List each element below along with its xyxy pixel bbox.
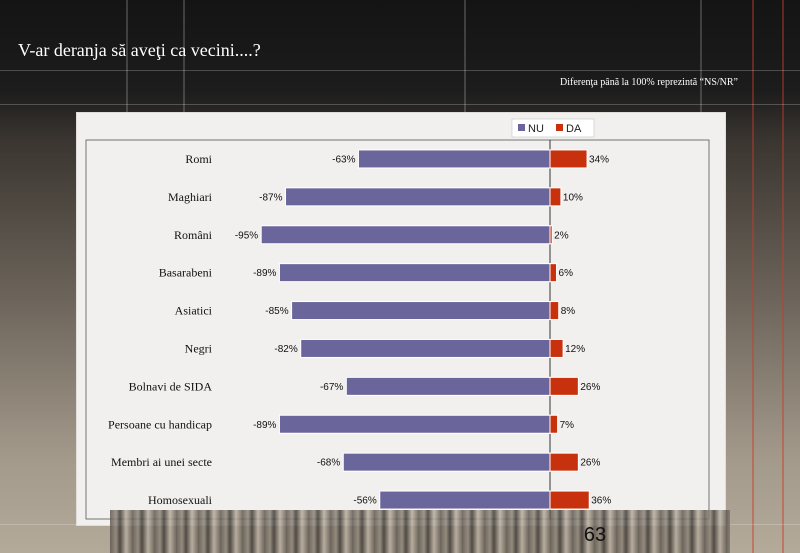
value-label-nu: -68% <box>317 458 340 469</box>
category-label: Bolnavi de SIDA <box>129 379 213 393</box>
chart-bars <box>260 149 590 510</box>
bar-da <box>549 149 588 169</box>
value-label-nu: -82% <box>274 344 297 355</box>
value-label-da: 6% <box>559 268 574 279</box>
category-label: Persoane cu handicap <box>108 417 212 431</box>
value-label-da: 8% <box>561 306 576 317</box>
value-label-nu: -85% <box>265 306 288 317</box>
bar-da <box>549 376 579 396</box>
bar-nu <box>260 225 551 245</box>
photo-strip <box>110 510 730 553</box>
bar-da <box>549 414 559 434</box>
value-label-nu: -63% <box>332 154 355 165</box>
bg-line <box>0 104 800 105</box>
bar-chart: NU DA Romi Maghiari Români Basarabeni Asiatic… <box>85 118 710 520</box>
category-label: Români <box>174 228 213 242</box>
category-label: Maghiari <box>168 190 213 204</box>
value-label-da: 12% <box>565 344 585 355</box>
category-labels: Romi Maghiari Români Basarabeni Asiatici Negr… <box>108 152 213 507</box>
bar-da <box>549 452 579 472</box>
value-label-da: 10% <box>563 192 583 203</box>
bar-nu <box>300 338 551 358</box>
bar-da <box>549 263 558 283</box>
value-label-da: 7% <box>560 420 575 431</box>
category-label: Membri ai unei secte <box>111 455 212 469</box>
bar-nu <box>291 301 551 321</box>
value-label-nu: -95% <box>235 230 258 241</box>
bar-nu <box>285 187 551 207</box>
bar-da <box>549 338 564 358</box>
page-number: 63 <box>583 524 607 546</box>
bg-line <box>0 70 800 71</box>
value-label-nu: -89% <box>253 268 276 279</box>
legend-swatch-da <box>556 124 563 131</box>
chart-legend: NU DA <box>511 118 595 138</box>
value-label-da: 34% <box>589 154 609 165</box>
bar-da <box>549 490 590 510</box>
bar-nu <box>342 452 551 472</box>
value-label-da: 36% <box>591 496 611 507</box>
bar-da <box>549 301 560 321</box>
value-label-nu: -67% <box>320 382 343 393</box>
value-label-da: 26% <box>580 382 600 393</box>
bar-nu <box>278 263 551 283</box>
slide-note: Diferenţa până la 100% reprezintă “NS/NR… <box>560 77 738 88</box>
value-label-nu: -56% <box>353 496 376 507</box>
bar-nu <box>345 376 551 396</box>
category-label: Romi <box>185 152 212 166</box>
legend-label-nu: NU <box>528 123 544 135</box>
value-label-nu: -87% <box>259 192 282 203</box>
legend-swatch-nu <box>518 124 525 131</box>
bg-stripe <box>752 0 754 553</box>
value-label-da: 26% <box>580 458 600 469</box>
category-label: Negri <box>185 341 213 355</box>
value-labels: -63% 34% -87% 10% -95% 2% -89% 6% -85% 8% -82% 12% -… <box>235 154 612 506</box>
bar-nu <box>278 414 551 434</box>
value-label-nu: -89% <box>253 420 276 431</box>
category-label: Homosexuali <box>148 493 213 507</box>
bg-stripe <box>782 0 784 553</box>
category-label: Asiatici <box>175 304 213 318</box>
bar-da <box>549 187 562 207</box>
bar-da <box>549 225 553 245</box>
legend-box <box>511 118 595 138</box>
slide-title: V-ar deranja să aveţi ca vecini....? <box>18 40 261 60</box>
legend-label-da: DA <box>566 123 582 135</box>
bar-nu <box>357 149 551 169</box>
bar-nu <box>379 490 551 510</box>
category-label: Basarabeni <box>159 266 213 280</box>
value-label-da: 2% <box>554 230 569 241</box>
